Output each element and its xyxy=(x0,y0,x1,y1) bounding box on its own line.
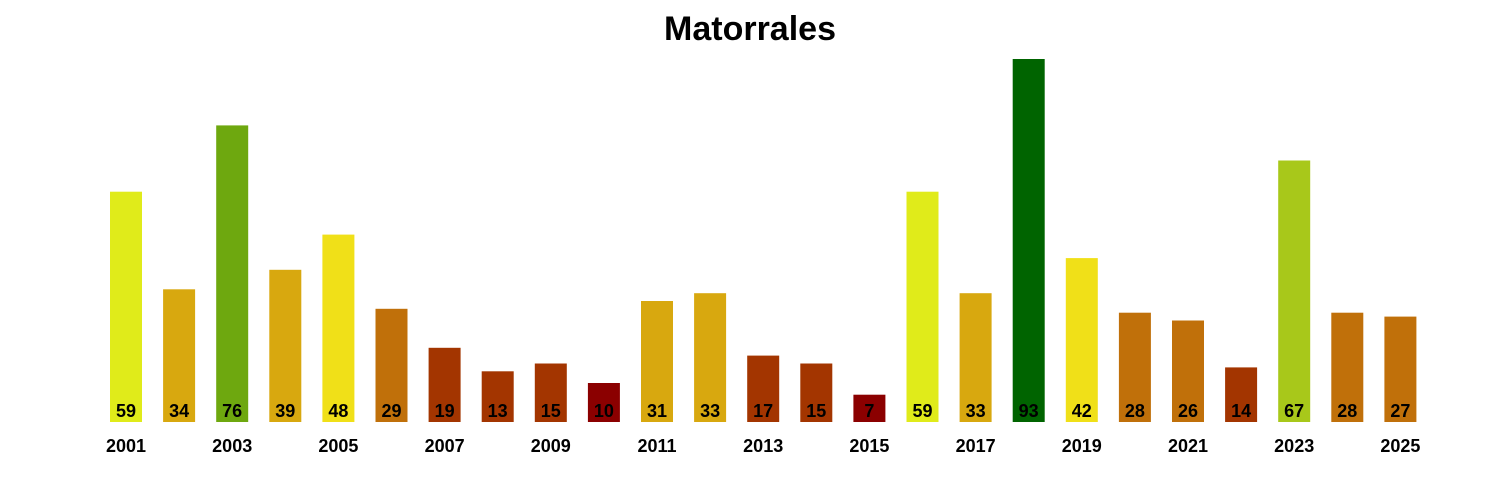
value-label-2011: 31 xyxy=(647,401,667,421)
value-label-2015: 7 xyxy=(864,401,874,421)
bar-2007 xyxy=(428,347,461,422)
x-tick-label-2009: 2009 xyxy=(531,436,571,456)
value-label-2004: 39 xyxy=(275,401,295,421)
x-tick-label-2001: 2001 xyxy=(106,436,146,456)
x-tick-label-2017: 2017 xyxy=(956,436,996,456)
x-tick-label-2005: 2005 xyxy=(318,436,358,456)
bar-2018 xyxy=(1012,59,1045,422)
bar-2023 xyxy=(1278,160,1311,422)
value-label-2017: 33 xyxy=(966,401,986,421)
value-label-2008: 13 xyxy=(488,401,508,421)
bar-2025 xyxy=(1384,316,1417,422)
x-tick-label-2025: 2025 xyxy=(1380,436,1420,456)
value-label-2010: 10 xyxy=(594,401,614,421)
bar-2012 xyxy=(694,293,727,422)
value-label-2021: 26 xyxy=(1178,401,1198,421)
bar-2011 xyxy=(641,301,673,422)
x-tick-label-2019: 2019 xyxy=(1062,436,1102,456)
x-tick-label-2015: 2015 xyxy=(849,436,889,456)
value-label-2025: 27 xyxy=(1390,401,1410,421)
bar-2015 xyxy=(853,394,886,422)
bar-2021 xyxy=(1172,320,1204,422)
bar-2002 xyxy=(163,289,196,422)
bar-2017 xyxy=(959,293,992,422)
value-label-2019: 42 xyxy=(1072,401,1092,421)
value-label-2022: 14 xyxy=(1231,401,1251,421)
bar-2006 xyxy=(375,308,408,422)
value-label-2020: 28 xyxy=(1125,401,1145,421)
bar-2013 xyxy=(747,355,780,422)
bar-2024 xyxy=(1331,312,1364,422)
value-label-2005: 48 xyxy=(328,401,348,421)
value-label-2018: 93 xyxy=(1019,401,1039,421)
bar-2004 xyxy=(269,269,302,422)
chart-title: Matorrales xyxy=(664,10,836,48)
value-label-2001: 59 xyxy=(116,401,136,421)
x-tick-label-2007: 2007 xyxy=(425,436,465,456)
x-tick-label-2023: 2023 xyxy=(1274,436,1314,456)
value-label-2006: 29 xyxy=(381,401,401,421)
bar-2022 xyxy=(1225,367,1258,422)
value-label-2023: 67 xyxy=(1284,401,1304,421)
value-label-2003: 76 xyxy=(222,401,242,421)
value-label-2016: 59 xyxy=(912,401,932,421)
bar-2003 xyxy=(216,125,249,423)
value-label-2012: 33 xyxy=(700,401,720,421)
value-label-2013: 17 xyxy=(753,401,773,421)
bar-2019 xyxy=(1065,258,1098,422)
value-label-2007: 19 xyxy=(435,401,455,421)
x-tick-label-2011: 2011 xyxy=(637,436,676,456)
bar-2020 xyxy=(1118,312,1151,422)
x-tick-label-2021: 2021 xyxy=(1168,436,1208,456)
bar-2009 xyxy=(534,363,567,422)
bar-2014 xyxy=(800,363,833,422)
x-tick-label-2003: 2003 xyxy=(212,436,252,456)
x-tick-label-2013: 2013 xyxy=(743,436,783,456)
bar-2001 xyxy=(110,191,142,422)
value-label-2002: 34 xyxy=(169,401,189,421)
bar-2008 xyxy=(481,371,514,422)
bar-2016 xyxy=(906,191,939,422)
bar-2010 xyxy=(587,383,620,422)
value-label-2014: 15 xyxy=(806,401,826,421)
bar-2005 xyxy=(322,234,355,422)
value-label-2009: 15 xyxy=(541,401,561,421)
value-label-2024: 28 xyxy=(1337,401,1357,421)
